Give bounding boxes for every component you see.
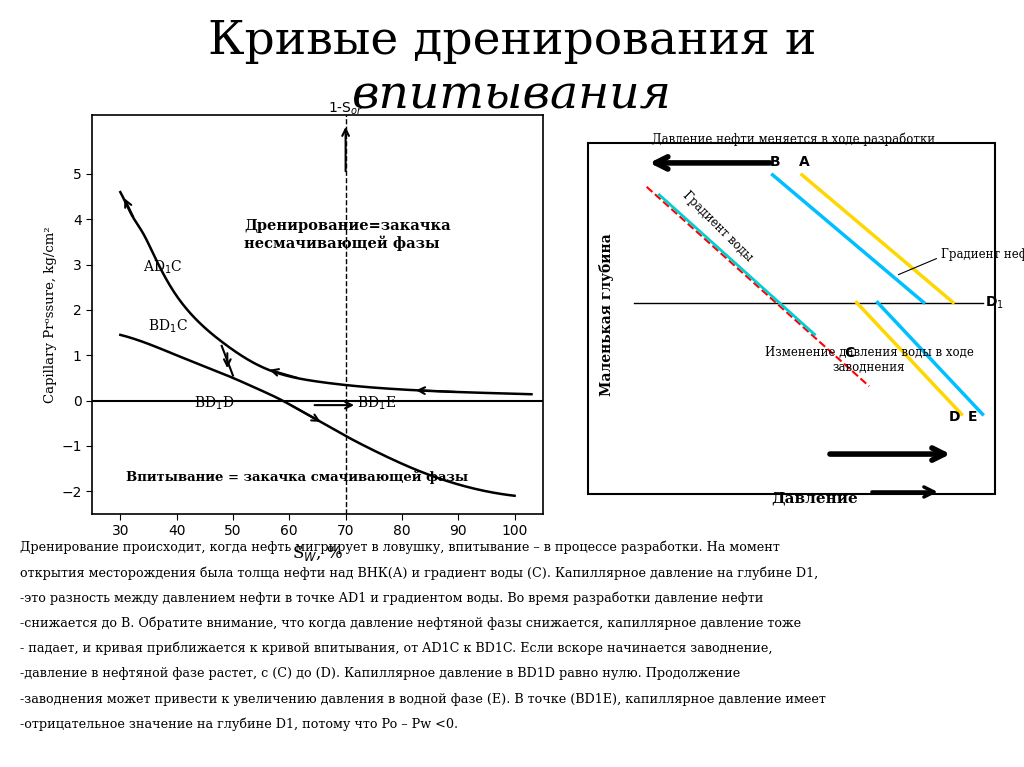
- Text: Кривые дренирования и: Кривые дренирования и: [208, 19, 816, 64]
- Text: BD$_1$C: BD$_1$C: [148, 318, 188, 334]
- Text: Давление: Давление: [771, 492, 858, 506]
- Text: -снижается до B. Обратите внимание, что когда давление нефтяной фазы снижается, : -снижается до B. Обратите внимание, что …: [20, 617, 802, 630]
- Text: - падает, и кривая приближается к кривой впитывания, от AD1C к BD1C. Если вскоре: - падает, и кривая приближается к кривой…: [20, 642, 773, 656]
- Text: AD$_1$C: AD$_1$C: [143, 258, 182, 276]
- Text: A: A: [799, 155, 809, 169]
- Text: открытия месторождения была толща нефти над ВНК(А) и градиент воды (С). Капилляр: открытия месторождения была толща нефти …: [20, 566, 819, 580]
- Text: B: B: [769, 155, 780, 169]
- Text: Дренирование=закачка
несмачивающей фазы: Дренирование=закачка несмачивающей фазы: [245, 219, 451, 252]
- Text: -заводнения может привести к увеличению давления в водной фазе (Е). В точке (BD1: -заводнения может привести к увеличению …: [20, 693, 826, 706]
- Text: D$_1$: D$_1$: [985, 295, 1004, 311]
- Y-axis label: Capillary Prᵒssure, kg/cm²: Capillary Prᵒssure, kg/cm²: [44, 226, 57, 403]
- Text: -давление в нефтяной фазе растет, с (С) до (D). Капиллярное давление в BD1D равн: -давление в нефтяной фазе растет, с (С) …: [20, 667, 740, 680]
- Text: E: E: [968, 410, 977, 424]
- Text: Изменение давления воды в ходе
заводнения: Изменение давления воды в ходе заводнени…: [765, 347, 974, 374]
- Text: BD$_1$D: BD$_1$D: [194, 394, 233, 412]
- Text: 1-S$_{or}$: 1-S$_{or}$: [328, 101, 364, 117]
- Text: впитывания: впитывания: [352, 73, 672, 118]
- Text: Впитывание = закачка смачивающей фазы: Впитывание = закачка смачивающей фазы: [126, 471, 468, 484]
- Text: Маленькая глубина: Маленькая глубина: [599, 233, 614, 396]
- Text: -это разность между давлением нефти в точке AD1 и градиентом воды. Во время разр: -это разность между давлением нефти в то…: [20, 591, 764, 605]
- Text: Градиент нефти: Градиент нефти: [941, 249, 1024, 261]
- Text: Градиент воды: Градиент воды: [681, 189, 756, 265]
- X-axis label: S$_W$, %: S$_W$, %: [292, 544, 343, 563]
- Text: C: C: [844, 347, 854, 360]
- Text: Дренирование происходит, когда нефть мигрирует в ловушку, впитывание – в процесс: Дренирование происходит, когда нефть миг…: [20, 541, 780, 555]
- Text: -отрицательное значение на глубине D1, потому что Po – Pw <0.: -отрицательное значение на глубине D1, п…: [20, 718, 459, 732]
- Text: BD$_1$E: BD$_1$E: [357, 394, 396, 412]
- Text: Давление нефти меняется в ходе разработки: Давление нефти меняется в ходе разработк…: [652, 133, 935, 146]
- Text: D: D: [949, 410, 961, 424]
